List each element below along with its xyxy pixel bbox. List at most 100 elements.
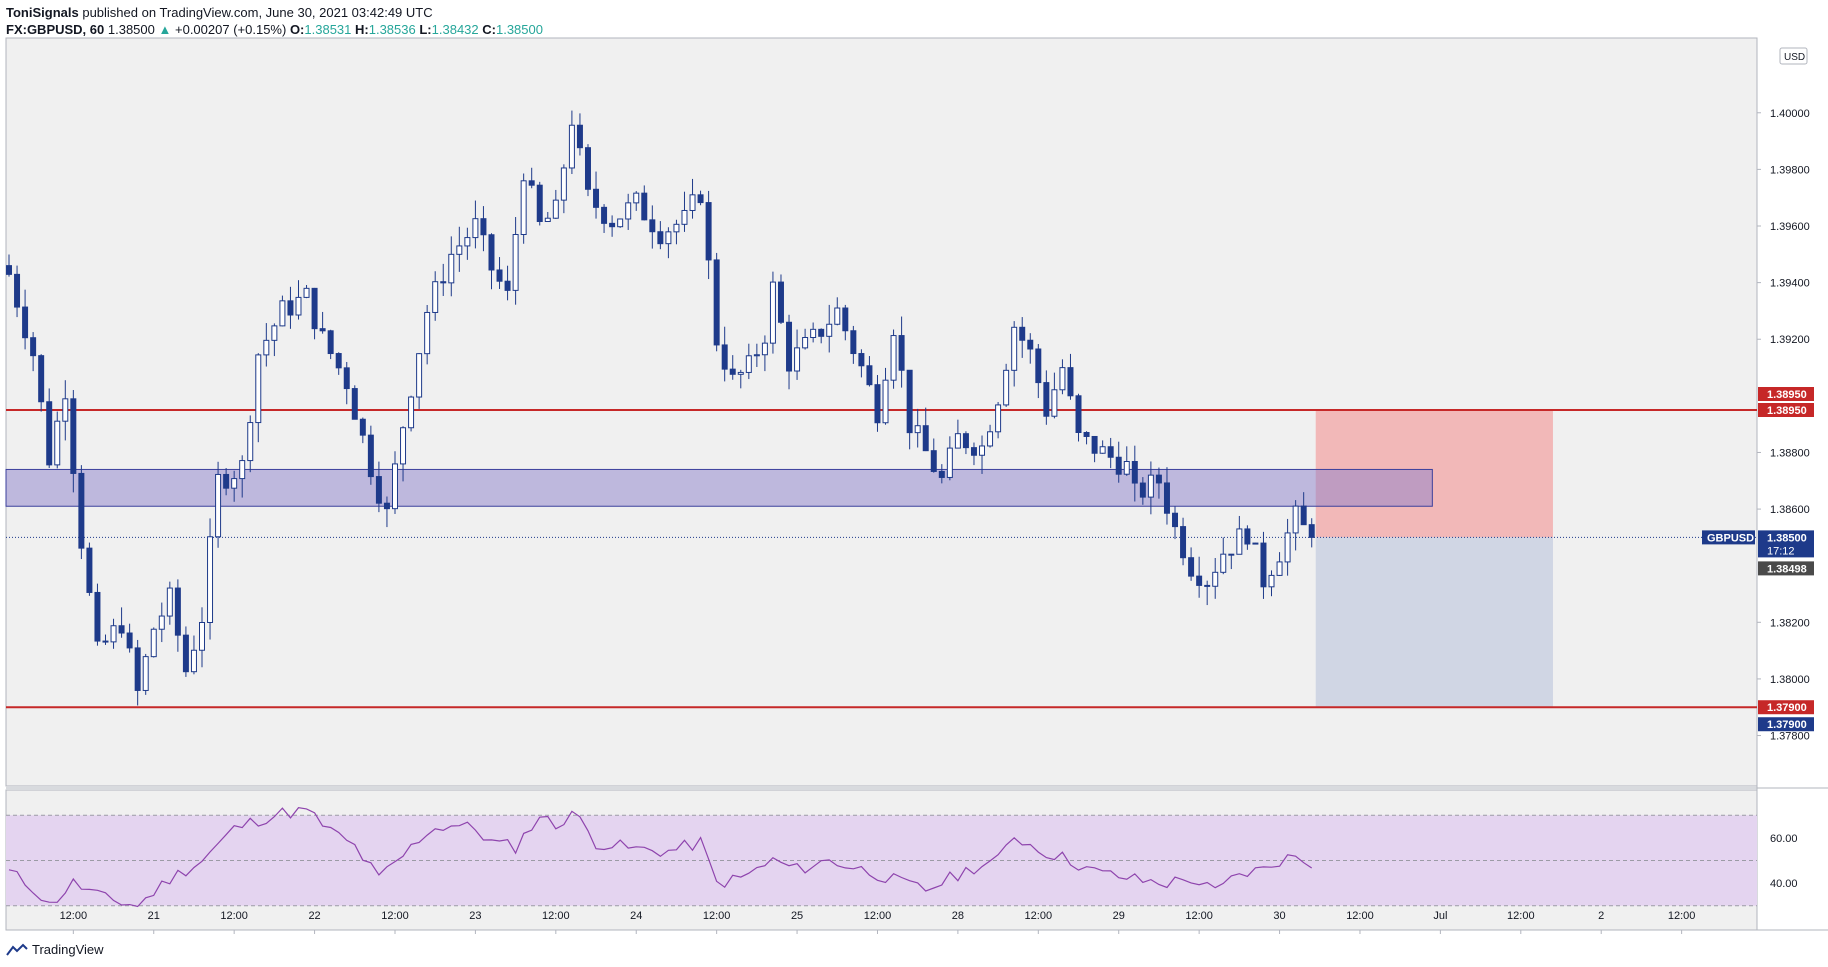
- candle[interactable]: [1204, 584, 1211, 587]
- candle[interactable]: [22, 306, 29, 339]
- candle[interactable]: [970, 447, 977, 456]
- candle[interactable]: [657, 231, 664, 245]
- candle[interactable]: [255, 354, 262, 424]
- candle[interactable]: [1180, 526, 1187, 559]
- candle[interactable]: [866, 365, 873, 386]
- candle[interactable]: [416, 353, 423, 398]
- candle[interactable]: [287, 300, 294, 316]
- candle[interactable]: [102, 640, 109, 643]
- candle[interactable]: [359, 418, 366, 436]
- candle[interactable]: [70, 398, 77, 474]
- candle[interactable]: [1260, 542, 1267, 588]
- candle[interactable]: [86, 547, 93, 593]
- candle[interactable]: [729, 368, 736, 375]
- candle[interactable]: [922, 425, 929, 452]
- candle[interactable]: [1035, 348, 1042, 384]
- candle[interactable]: [777, 281, 784, 323]
- candle[interactable]: [166, 587, 173, 617]
- candle[interactable]: [295, 296, 302, 316]
- candle[interactable]: [319, 328, 326, 332]
- candle[interactable]: [512, 234, 519, 291]
- candle[interactable]: [1083, 431, 1090, 437]
- candle[interactable]: [544, 217, 551, 222]
- author-name[interactable]: ToniSignals: [6, 5, 79, 20]
- candle[interactable]: [271, 325, 278, 341]
- candle[interactable]: [118, 625, 125, 634]
- candle[interactable]: [239, 460, 246, 480]
- candle[interactable]: [753, 354, 760, 357]
- candle[interactable]: [134, 647, 141, 691]
- candle[interactable]: [625, 202, 632, 220]
- candle[interactable]: [38, 355, 45, 403]
- candle[interactable]: [311, 287, 318, 330]
- candle[interactable]: [584, 147, 591, 190]
- candle[interactable]: [528, 180, 535, 186]
- candle[interactable]: [1163, 482, 1170, 514]
- candle[interactable]: [1300, 505, 1307, 526]
- candle[interactable]: [1139, 482, 1146, 498]
- candle[interactable]: [158, 615, 165, 630]
- candle[interactable]: [343, 367, 350, 390]
- candle[interactable]: [400, 427, 407, 465]
- candle[interactable]: [1043, 382, 1050, 417]
- candle[interactable]: [472, 218, 479, 239]
- candle[interactable]: [520, 180, 527, 236]
- candle[interactable]: [681, 209, 688, 225]
- candle[interactable]: [207, 536, 214, 623]
- candle[interactable]: [713, 259, 720, 346]
- take-profit-zone[interactable]: [1315, 537, 1553, 708]
- candle[interactable]: [930, 450, 937, 472]
- candle[interactable]: [1059, 367, 1066, 391]
- candle[interactable]: [182, 634, 189, 673]
- candle[interactable]: [1172, 512, 1179, 528]
- candle[interactable]: [1236, 528, 1243, 555]
- candle[interactable]: [1268, 574, 1275, 588]
- candle[interactable]: [126, 632, 133, 649]
- candle[interactable]: [383, 502, 390, 510]
- candle[interactable]: [1123, 460, 1130, 475]
- candle[interactable]: [641, 192, 648, 221]
- candle[interactable]: [456, 245, 463, 255]
- candle[interactable]: [834, 307, 841, 325]
- candle[interactable]: [890, 335, 897, 381]
- candle[interactable]: [1091, 435, 1098, 454]
- candle[interactable]: [842, 307, 849, 332]
- candle[interactable]: [1107, 446, 1114, 458]
- candle[interactable]: [215, 473, 222, 538]
- candle[interactable]: [279, 300, 286, 327]
- candle[interactable]: [826, 323, 833, 337]
- candle[interactable]: [6, 265, 12, 275]
- candle[interactable]: [665, 231, 672, 245]
- candle[interactable]: [802, 337, 809, 349]
- candle[interactable]: [568, 124, 575, 169]
- candle[interactable]: [1292, 505, 1299, 534]
- candle[interactable]: [737, 371, 744, 375]
- candle[interactable]: [247, 422, 254, 462]
- candle[interactable]: [858, 353, 865, 367]
- candle[interactable]: [94, 591, 101, 642]
- candle[interactable]: [14, 273, 21, 308]
- candle[interactable]: [593, 188, 600, 208]
- candle[interactable]: [962, 433, 969, 449]
- candle[interactable]: [1019, 326, 1026, 341]
- candle[interactable]: [480, 218, 487, 236]
- candle[interactable]: [689, 194, 696, 211]
- candle[interactable]: [882, 379, 889, 424]
- candle[interactable]: [223, 473, 230, 489]
- candle[interactable]: [954, 433, 961, 449]
- candle[interactable]: [1244, 528, 1251, 545]
- candle[interactable]: [367, 434, 374, 478]
- candle[interactable]: [794, 347, 801, 372]
- candle[interactable]: [190, 649, 197, 673]
- candle[interactable]: [1196, 575, 1203, 586]
- candle[interactable]: [745, 355, 752, 373]
- candle[interactable]: [786, 321, 793, 372]
- candle[interactable]: [761, 342, 768, 356]
- candle[interactable]: [54, 420, 61, 466]
- candle[interactable]: [1155, 474, 1162, 484]
- candle[interactable]: [488, 234, 495, 271]
- candle[interactable]: [408, 396, 415, 429]
- candle[interactable]: [142, 656, 149, 691]
- candle[interactable]: [78, 472, 85, 549]
